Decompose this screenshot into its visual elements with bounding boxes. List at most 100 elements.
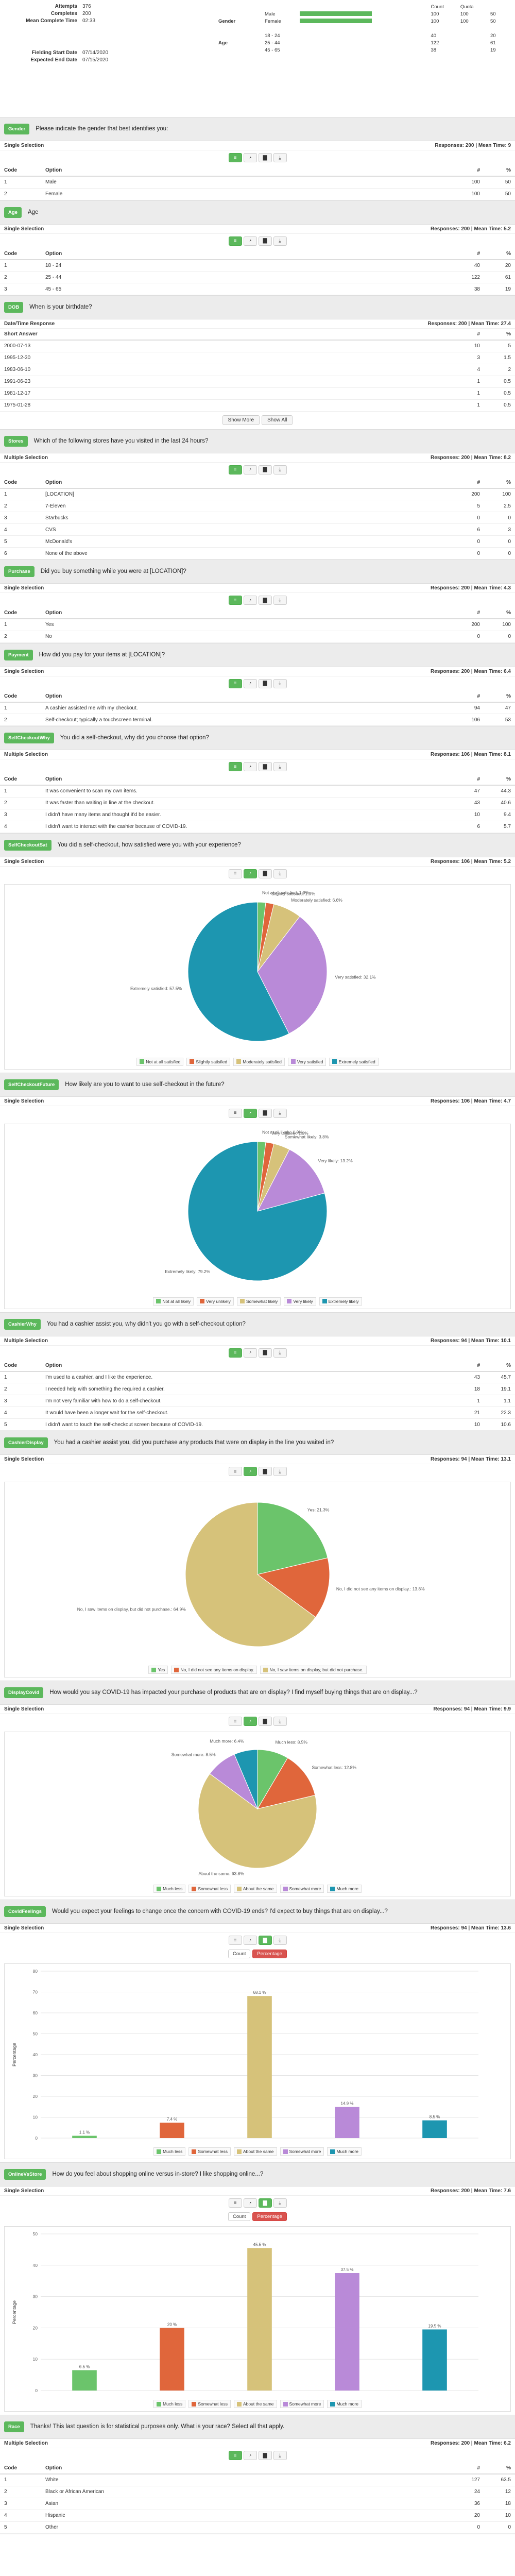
pie-slice[interactable] bbox=[198, 1773, 317, 1869]
download-view-button[interactable]: ⤓ bbox=[273, 1348, 287, 1358]
legend-item[interactable]: No, I saw items on display, but did not … bbox=[260, 1666, 367, 1674]
bar-view-button[interactable]: ▇ bbox=[258, 762, 272, 771]
question-tag[interactable]: CashierWhy bbox=[4, 1318, 41, 1330]
question-tag[interactable]: Stores bbox=[4, 435, 28, 447]
download-view-button[interactable]: ⤓ bbox=[273, 869, 287, 878]
pie-view-button[interactable]: ◔ bbox=[243, 869, 257, 878]
download-view-button[interactable]: ⤓ bbox=[273, 153, 287, 162]
question-tag[interactable]: Gender bbox=[4, 124, 30, 134]
legend-item[interactable]: Moderately satisfied bbox=[233, 1057, 285, 1066]
pie-slice[interactable] bbox=[256, 1757, 316, 1809]
toggle-count[interactable]: Count bbox=[228, 1950, 251, 1958]
pie-view-button[interactable]: ◔ bbox=[243, 236, 257, 246]
question-tag[interactable]: DisplayCovid bbox=[4, 1687, 44, 1698]
legend-item[interactable]: About the same bbox=[233, 2147, 277, 2156]
pie-slice[interactable] bbox=[187, 1141, 328, 1281]
pie-slice[interactable] bbox=[256, 1557, 330, 1618]
pie-view-button[interactable]: ◔ bbox=[243, 679, 257, 688]
bar[interactable] bbox=[247, 1996, 272, 2138]
download-view-button[interactable]: ⤓ bbox=[273, 1936, 287, 1945]
pie-slice[interactable] bbox=[257, 916, 328, 1034]
question-tag[interactable]: Payment bbox=[4, 649, 33, 660]
legend-item[interactable]: Somewhat likely bbox=[236, 1297, 281, 1306]
legend-item[interactable]: Very unlikely bbox=[197, 1297, 234, 1306]
legend-item[interactable]: Very satisfied bbox=[287, 1057, 327, 1066]
pie-view-button[interactable]: ◔ bbox=[243, 2198, 257, 2208]
pie-slice[interactable] bbox=[185, 1502, 316, 1647]
pie-slice[interactable] bbox=[187, 901, 289, 1041]
table-view-button[interactable]: ≡ bbox=[228, 465, 242, 474]
question-tag[interactable]: CovidFeelings bbox=[4, 1906, 46, 1917]
bar-view-button[interactable]: ▇ bbox=[258, 596, 272, 605]
bar[interactable] bbox=[335, 2273, 359, 2391]
pie-view-button[interactable]: ◔ bbox=[243, 2451, 257, 2460]
bar-view-button[interactable]: ▇ bbox=[258, 1717, 272, 1726]
pie-view-button[interactable]: ◔ bbox=[243, 1108, 257, 1118]
question-tag[interactable]: OnlineVsStore bbox=[4, 2169, 46, 2180]
legend-item[interactable]: About the same bbox=[233, 2400, 277, 2408]
table-view-button[interactable]: ≡ bbox=[228, 679, 242, 688]
legend-item[interactable]: Somewhat less bbox=[188, 2400, 231, 2408]
legend-item[interactable]: Much more bbox=[327, 1885, 362, 1893]
legend-item[interactable]: Somewhat less bbox=[188, 2147, 231, 2156]
legend-item[interactable]: Somewhat more bbox=[280, 2147, 324, 2156]
legend-item[interactable]: Not at all likely bbox=[153, 1297, 194, 1306]
bar[interactable] bbox=[160, 2123, 184, 2138]
question-tag[interactable]: SelfCheckoutFuture bbox=[4, 1079, 59, 1090]
pie-view-button[interactable]: ◔ bbox=[243, 1717, 257, 1726]
question-tag[interactable]: SelfCheckoutSat bbox=[4, 839, 52, 851]
legend-item[interactable]: Much less bbox=[153, 2147, 186, 2156]
download-view-button[interactable]: ⤓ bbox=[273, 762, 287, 771]
legend-item[interactable]: Not at all satisfied bbox=[136, 1057, 184, 1066]
download-view-button[interactable]: ⤓ bbox=[273, 1108, 287, 1118]
bar-view-button[interactable]: ▇ bbox=[258, 1348, 272, 1358]
legend-item[interactable]: Somewhat less bbox=[188, 1885, 231, 1893]
table-view-button[interactable]: ≡ bbox=[228, 1348, 242, 1358]
legend-item[interactable]: About the same bbox=[233, 1885, 277, 1893]
toggle-percentage[interactable]: Percentage bbox=[252, 1950, 287, 1958]
pie-view-button[interactable]: ◔ bbox=[243, 762, 257, 771]
legend-item[interactable]: Very likely bbox=[284, 1297, 316, 1306]
bar-view-button[interactable]: ▇ bbox=[258, 1936, 272, 1945]
legend-item[interactable]: Somewhat more bbox=[280, 1885, 324, 1893]
table-view-button[interactable]: ≡ bbox=[228, 1108, 242, 1118]
pie-view-button[interactable]: ◔ bbox=[243, 153, 257, 162]
download-view-button[interactable]: ⤓ bbox=[273, 1467, 287, 1476]
table-view-button[interactable]: ≡ bbox=[228, 1467, 242, 1476]
legend-item[interactable]: No, I did not see any items on display. bbox=[171, 1666, 258, 1674]
bar[interactable] bbox=[335, 2107, 359, 2138]
bar-view-button[interactable]: ▇ bbox=[258, 2451, 272, 2460]
table-view-button[interactable]: ≡ bbox=[228, 869, 242, 878]
bar[interactable] bbox=[72, 2136, 97, 2138]
download-view-button[interactable]: ⤓ bbox=[273, 1717, 287, 1726]
bar-view-button[interactable]: ▇ bbox=[258, 236, 272, 246]
toggle-percentage[interactable]: Percentage bbox=[252, 2212, 287, 2221]
download-view-button[interactable]: ⤓ bbox=[273, 679, 287, 688]
table-view-button[interactable]: ≡ bbox=[228, 1717, 242, 1726]
legend-item[interactable]: Slightly satisfied bbox=[186, 1057, 231, 1066]
table-view-button[interactable]: ≡ bbox=[228, 2198, 242, 2208]
legend-item[interactable]: Extremely likely bbox=[319, 1297, 362, 1306]
legend-item[interactable]: Much less bbox=[153, 1885, 186, 1893]
bar[interactable] bbox=[72, 2370, 97, 2391]
bar-view-button[interactable]: ▇ bbox=[258, 2198, 272, 2208]
table-view-button[interactable]: ≡ bbox=[228, 236, 242, 246]
legend-item[interactable]: Extremely satisfied bbox=[329, 1057, 379, 1066]
question-tag[interactable]: SelfCheckoutWhy bbox=[4, 733, 54, 743]
toggle-count[interactable]: Count bbox=[228, 2212, 251, 2221]
question-tag[interactable]: Age bbox=[4, 207, 22, 218]
download-view-button[interactable]: ⤓ bbox=[273, 2198, 287, 2208]
bar[interactable] bbox=[160, 2328, 184, 2391]
bar-view-button[interactable]: ▇ bbox=[258, 465, 272, 474]
legend-item[interactable]: Much more bbox=[327, 2147, 362, 2156]
table-view-button[interactable]: ≡ bbox=[228, 1936, 242, 1945]
table-view-button[interactable]: ≡ bbox=[228, 2451, 242, 2460]
pie-view-button[interactable]: ◔ bbox=[243, 1467, 257, 1476]
bar-view-button[interactable]: ▇ bbox=[258, 869, 272, 878]
bar-view-button[interactable]: ▇ bbox=[258, 1467, 272, 1476]
table-view-button[interactable]: ≡ bbox=[228, 153, 242, 162]
legend-item[interactable]: Yes bbox=[148, 1666, 168, 1674]
bar-view-button[interactable]: ▇ bbox=[258, 153, 272, 162]
bar[interactable] bbox=[247, 2248, 272, 2391]
question-tag[interactable]: Race bbox=[4, 2421, 24, 2432]
